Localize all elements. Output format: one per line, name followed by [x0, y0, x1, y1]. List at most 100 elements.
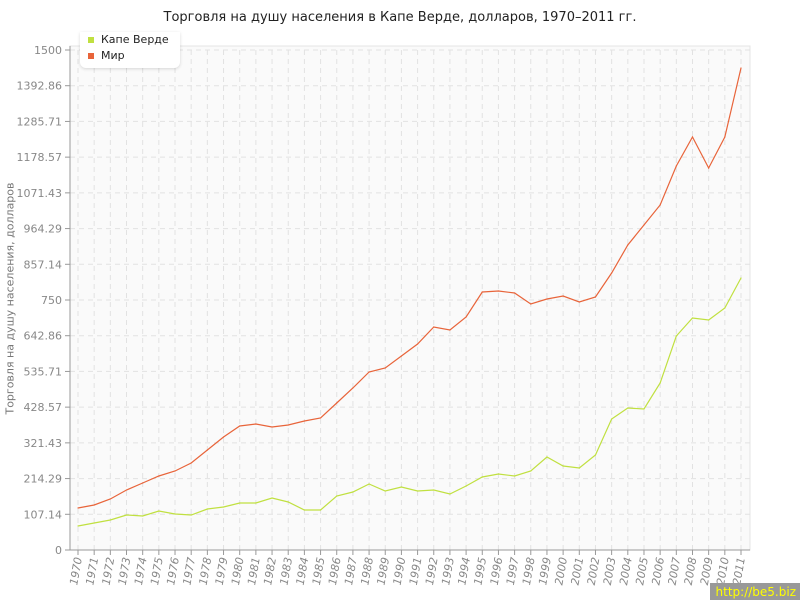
data-point: [724, 307, 726, 309]
data-point: [514, 292, 516, 294]
x-tick-label: 1997: [504, 556, 522, 586]
x-tick-label: 1976: [164, 556, 182, 586]
data-point: [93, 522, 95, 524]
x-tick-label: 2000: [552, 556, 570, 586]
data-point: [465, 485, 467, 487]
x-tick-label: 2001: [569, 556, 587, 586]
legend-item-cabo-verde[interactable]: Капе Верде: [80, 32, 180, 48]
data-point: [449, 329, 451, 331]
data-point: [319, 509, 322, 511]
x-tick-label: 1991: [407, 556, 425, 586]
x-tick-label: 1990: [391, 556, 409, 586]
x-tick-label: 1974: [132, 556, 150, 586]
data-point: [158, 475, 160, 477]
data-point: [708, 319, 710, 321]
data-point: [675, 165, 677, 167]
data-point: [271, 426, 273, 428]
data-point: [222, 436, 225, 438]
data-point: [303, 509, 305, 511]
y-tick-label: 1071.43: [17, 187, 63, 200]
x-tick-label: 1981: [245, 556, 263, 586]
data-point: [287, 501, 289, 503]
x-tick-label: 1996: [488, 556, 506, 586]
legend-item-world[interactable]: Мир: [80, 48, 180, 64]
data-point: [77, 525, 79, 527]
data-point: [222, 506, 225, 508]
watermark[interactable]: http://be5.biz: [709, 583, 800, 600]
data-point: [546, 298, 548, 300]
data-point: [77, 507, 79, 509]
y-tick-label: 1178.57: [17, 151, 63, 164]
data-point: [368, 483, 370, 485]
data-point: [497, 290, 500, 292]
plot-area: [69, 45, 751, 551]
y-tick-label: 535.71: [24, 365, 63, 378]
y-tick-label: 107.14: [24, 508, 63, 521]
legend-label: Капе Верде: [101, 33, 169, 46]
x-tick-label: 1978: [197, 556, 215, 586]
data-point: [627, 244, 629, 246]
x-tick-label: 1979: [213, 556, 231, 586]
data-point: [174, 513, 176, 515]
data-point: [546, 456, 548, 458]
y-tick-label: 964.29: [24, 223, 63, 236]
data-point: [643, 224, 645, 226]
data-point: [740, 277, 742, 279]
data-point: [190, 514, 192, 516]
x-tick-label: 1989: [375, 556, 393, 586]
legend-label: Мир: [101, 49, 125, 62]
x-tick-label: 2006: [649, 556, 667, 586]
y-tick-label: 0: [55, 544, 62, 557]
data-point: [416, 343, 419, 345]
y-tick-label: 321.43: [24, 437, 63, 450]
x-tick-label: 1992: [423, 556, 441, 586]
data-point: [449, 493, 451, 495]
y-tick-label: 642.86: [24, 330, 63, 343]
x-tick-label: 2007: [666, 556, 684, 586]
x-tick-label: 1987: [342, 556, 360, 586]
x-tick-label: 1984: [294, 556, 312, 586]
data-point: [433, 326, 435, 328]
x-tick-label: 1998: [520, 556, 538, 586]
y-tick-label: 428.57: [24, 401, 63, 414]
x-tick-label: 1995: [472, 556, 490, 586]
x-tick-label: 1999: [536, 556, 554, 586]
y-tick-label: 750: [41, 294, 62, 307]
y-tick-label: 1392.86: [17, 80, 63, 93]
data-point: [627, 407, 629, 409]
x-tick-label: 2009: [698, 556, 716, 586]
x-tick-label: 1970: [67, 556, 85, 586]
y-tick-label: 1500: [34, 44, 62, 57]
y-tick-label: 214.29: [24, 473, 63, 486]
x-tick-label: 1982: [261, 556, 279, 586]
data-point: [562, 295, 564, 297]
data-point: [109, 498, 111, 500]
data-point: [174, 470, 176, 472]
y-tick-label: 1285.71: [17, 115, 63, 128]
data-point: [206, 508, 208, 510]
x-tick-label: 1975: [148, 556, 166, 586]
x-tick-label: 1993: [439, 556, 457, 586]
x-tick-label: 2002: [585, 556, 603, 586]
data-point: [271, 497, 273, 499]
x-tick-label: 2005: [633, 556, 651, 586]
data-point: [125, 489, 128, 491]
data-point: [514, 475, 516, 477]
x-tick-label: 2004: [617, 556, 635, 586]
data-point: [319, 417, 322, 419]
data-point: [643, 408, 645, 410]
data-point: [481, 476, 483, 478]
data-point: [433, 489, 435, 491]
data-point: [724, 136, 726, 138]
data-point: [255, 502, 257, 504]
x-tick-label: 1972: [100, 556, 118, 586]
series-line-0: [77, 277, 742, 527]
x-tick-label: 2003: [601, 556, 619, 586]
data-point: [708, 167, 710, 169]
data-point: [287, 424, 289, 426]
data-point: [594, 296, 597, 298]
x-tick-label: 2011: [730, 556, 748, 586]
x-tick-label: 1988: [358, 556, 376, 586]
x-tick-label: 2008: [682, 556, 700, 586]
